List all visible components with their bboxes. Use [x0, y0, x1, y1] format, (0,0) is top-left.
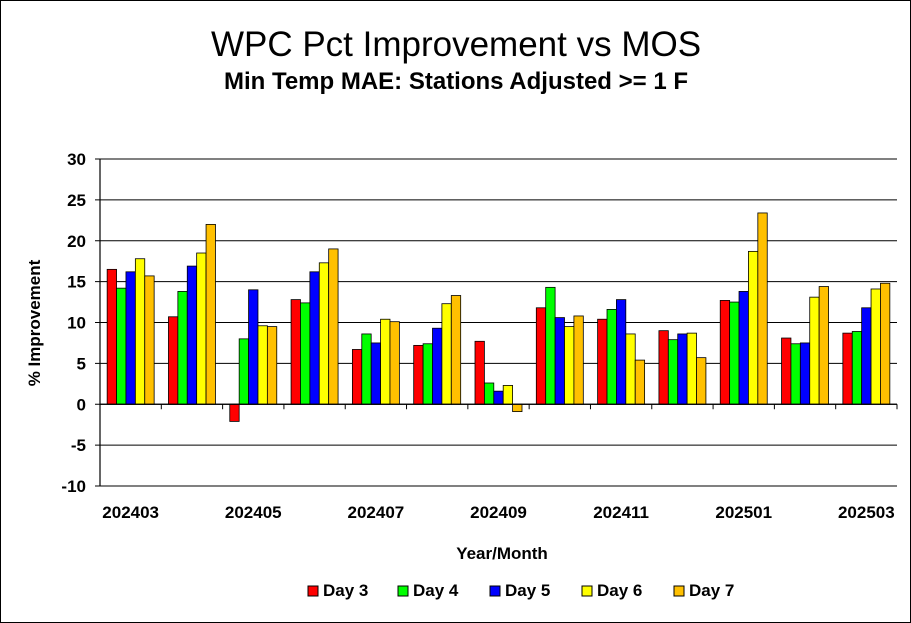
x-tick-label: 202403 — [102, 503, 159, 522]
bar-day-5 — [493, 390, 504, 405]
y-tick-label: 30 — [67, 150, 86, 169]
bar-day-5 — [370, 342, 381, 405]
bar-day-5 — [125, 271, 136, 405]
y-tick-label: 20 — [67, 232, 86, 251]
bar-day-6 — [686, 332, 697, 405]
bar-day-3 — [719, 300, 731, 405]
bar-day-6 — [809, 296, 820, 405]
bar-day-4 — [300, 302, 311, 405]
bar-day-6 — [441, 303, 452, 405]
bar-day-7 — [450, 295, 462, 405]
bar-day-4 — [177, 291, 188, 405]
bar-day-5 — [861, 307, 872, 405]
bar-day-7 — [205, 223, 216, 405]
legend-label: Day 3 — [323, 581, 368, 600]
chart-subtitle: Min Temp MAE: Stations Adjusted >= 1 F — [224, 68, 688, 95]
legend-swatch-day-5 — [489, 585, 501, 597]
bar-day-6 — [318, 262, 330, 405]
bar-day-5 — [309, 271, 320, 405]
bar-day-3 — [535, 307, 547, 405]
x-axis-title: Year/Month — [456, 544, 548, 563]
x-tick-label: 202503 — [838, 503, 895, 522]
bar-day-5 — [554, 317, 565, 405]
bar-day-6 — [196, 252, 207, 405]
x-tick-label: 202409 — [470, 503, 527, 522]
bar-day-5 — [677, 333, 688, 405]
bar-day-4 — [422, 343, 433, 405]
bar-day-6 — [625, 333, 636, 405]
bar-day-3 — [168, 316, 179, 405]
bar-day-6 — [748, 250, 759, 405]
bar-day-5 — [248, 289, 259, 405]
legend-swatch-day-4 — [397, 585, 409, 597]
bar-day-7 — [696, 357, 707, 405]
chart-title: WPC Pct Improvement vs MOS — [211, 25, 701, 64]
y-tick-label: 0 — [77, 395, 86, 414]
legend-label: Day 6 — [597, 581, 642, 600]
bar-day-3 — [474, 340, 485, 405]
bar-day-4 — [790, 343, 801, 405]
x-tick-label: 202405 — [225, 503, 282, 522]
y-tick-label: 10 — [67, 314, 86, 333]
bar-day-4 — [238, 338, 249, 405]
legend-swatch-day-7 — [673, 585, 685, 597]
bar-day-7 — [757, 212, 768, 405]
bar-day-7 — [512, 403, 523, 413]
bar-day-6 — [502, 385, 514, 405]
bar-day-5 — [738, 291, 749, 405]
bar-day-6 — [380, 318, 391, 405]
plot-area: -10 -5 0 5 10 15 20 25 30 202403 202405 202407 20240… — [61, 150, 898, 522]
legend-swatch-day-3 — [307, 585, 319, 597]
legend-swatch-day-6 — [581, 585, 593, 597]
bar-day-7 — [573, 315, 584, 405]
bar-day-7 — [634, 359, 646, 405]
bar-day-3 — [842, 332, 853, 405]
x-tick-label: 202501 — [715, 503, 772, 522]
bar-day-3 — [229, 403, 240, 422]
bar-day-3 — [597, 318, 608, 405]
bar-day-3 — [106, 268, 117, 405]
bar-day-7 — [389, 321, 400, 405]
bar-day-7 — [880, 282, 891, 405]
y-tick-label: 15 — [67, 273, 86, 292]
bar-day-4 — [729, 301, 740, 405]
y-tick-label: 25 — [67, 191, 86, 210]
bar-day-6 — [870, 288, 881, 405]
bar-day-4 — [545, 286, 556, 405]
bar-day-5 — [799, 342, 811, 405]
bar-day-6 — [257, 325, 268, 405]
bar-day-4 — [116, 287, 127, 405]
bar-day-5 — [186, 265, 198, 405]
bar-day-4 — [361, 333, 372, 405]
y-tick-label: -10 — [61, 477, 86, 496]
bar-day-7 — [144, 275, 155, 405]
bar-day-3 — [781, 337, 792, 405]
bar-day-5 — [616, 299, 627, 405]
bar-day-6 — [134, 258, 146, 405]
legend-label: Day 5 — [505, 581, 550, 600]
bar-day-4 — [851, 331, 863, 405]
bar-day-3 — [658, 330, 669, 405]
bar-day-4 — [606, 309, 617, 405]
legend: Day 3 Day 4 Day 5 Day 6 Day 7 — [307, 581, 734, 600]
legend-label: Day 4 — [413, 581, 459, 600]
bar-day-4 — [483, 382, 495, 405]
bar-day-6 — [564, 326, 575, 405]
bar-day-7 — [266, 326, 278, 405]
bar-day-3 — [290, 299, 301, 405]
bar-day-7 — [818, 286, 829, 405]
bar-day-3 — [351, 349, 363, 405]
x-tick-label: 202411 — [593, 503, 649, 522]
x-tick-label: 202407 — [348, 503, 405, 522]
bar-day-7 — [328, 248, 339, 405]
y-axis-title: % Improvement — [25, 259, 44, 386]
bar-day-3 — [413, 344, 424, 405]
legend-label: Day 7 — [689, 581, 734, 600]
y-tick-label: 5 — [77, 354, 86, 373]
bar-day-4 — [667, 339, 679, 405]
bar-day-5 — [432, 327, 443, 405]
y-tick-label: -5 — [71, 436, 86, 455]
